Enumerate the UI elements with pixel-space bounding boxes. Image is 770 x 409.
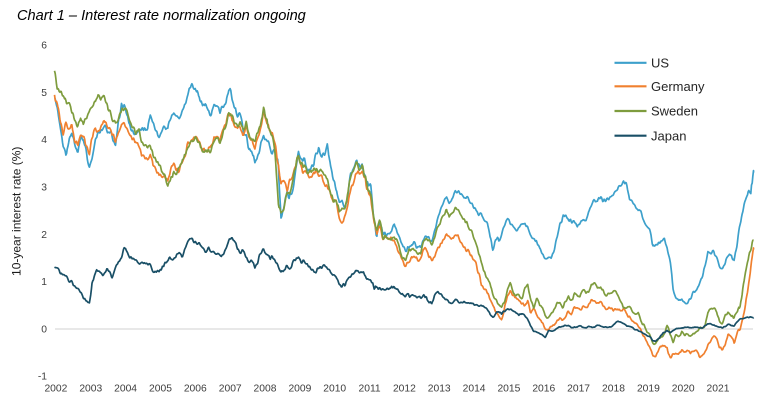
svg-text:2006: 2006 bbox=[184, 384, 207, 395]
svg-text:2017: 2017 bbox=[567, 384, 590, 395]
svg-text:2018: 2018 bbox=[602, 384, 625, 395]
svg-text:5: 5 bbox=[41, 88, 47, 99]
svg-text:2007: 2007 bbox=[219, 384, 242, 395]
svg-text:-1: -1 bbox=[38, 372, 47, 383]
svg-text:2004: 2004 bbox=[114, 384, 137, 395]
svg-text:2012: 2012 bbox=[393, 384, 416, 395]
svg-text:2009: 2009 bbox=[288, 384, 311, 395]
svg-text:2002: 2002 bbox=[44, 384, 67, 395]
svg-text:2003: 2003 bbox=[79, 384, 102, 395]
svg-text:3: 3 bbox=[41, 183, 47, 194]
svg-text:2: 2 bbox=[41, 230, 47, 241]
svg-text:2020: 2020 bbox=[672, 384, 695, 395]
svg-text:2016: 2016 bbox=[532, 384, 555, 395]
svg-text:2008: 2008 bbox=[254, 384, 277, 395]
svg-text:2010: 2010 bbox=[323, 384, 346, 395]
svg-text:10-year interest rate (%): 10-year interest rate (%) bbox=[10, 147, 24, 276]
svg-text:2015: 2015 bbox=[497, 384, 520, 395]
svg-text:0: 0 bbox=[41, 324, 47, 335]
svg-text:2011: 2011 bbox=[359, 384, 381, 395]
svg-text:2021: 2021 bbox=[707, 384, 730, 395]
svg-text:4: 4 bbox=[41, 135, 47, 146]
svg-text:Sweden: Sweden bbox=[651, 104, 698, 119]
svg-text:2019: 2019 bbox=[637, 384, 660, 395]
svg-text:US: US bbox=[651, 56, 669, 71]
svg-text:6: 6 bbox=[41, 41, 47, 52]
svg-text:2013: 2013 bbox=[428, 384, 451, 395]
svg-text:Japan: Japan bbox=[651, 128, 686, 143]
svg-text:2005: 2005 bbox=[149, 384, 172, 395]
svg-text:Chart 1 – Interest rate normal: Chart 1 – Interest rate normalization on… bbox=[17, 8, 306, 24]
svg-text:1: 1 bbox=[41, 277, 47, 288]
svg-text:Germany: Germany bbox=[651, 79, 705, 94]
svg-text:2014: 2014 bbox=[463, 384, 486, 395]
